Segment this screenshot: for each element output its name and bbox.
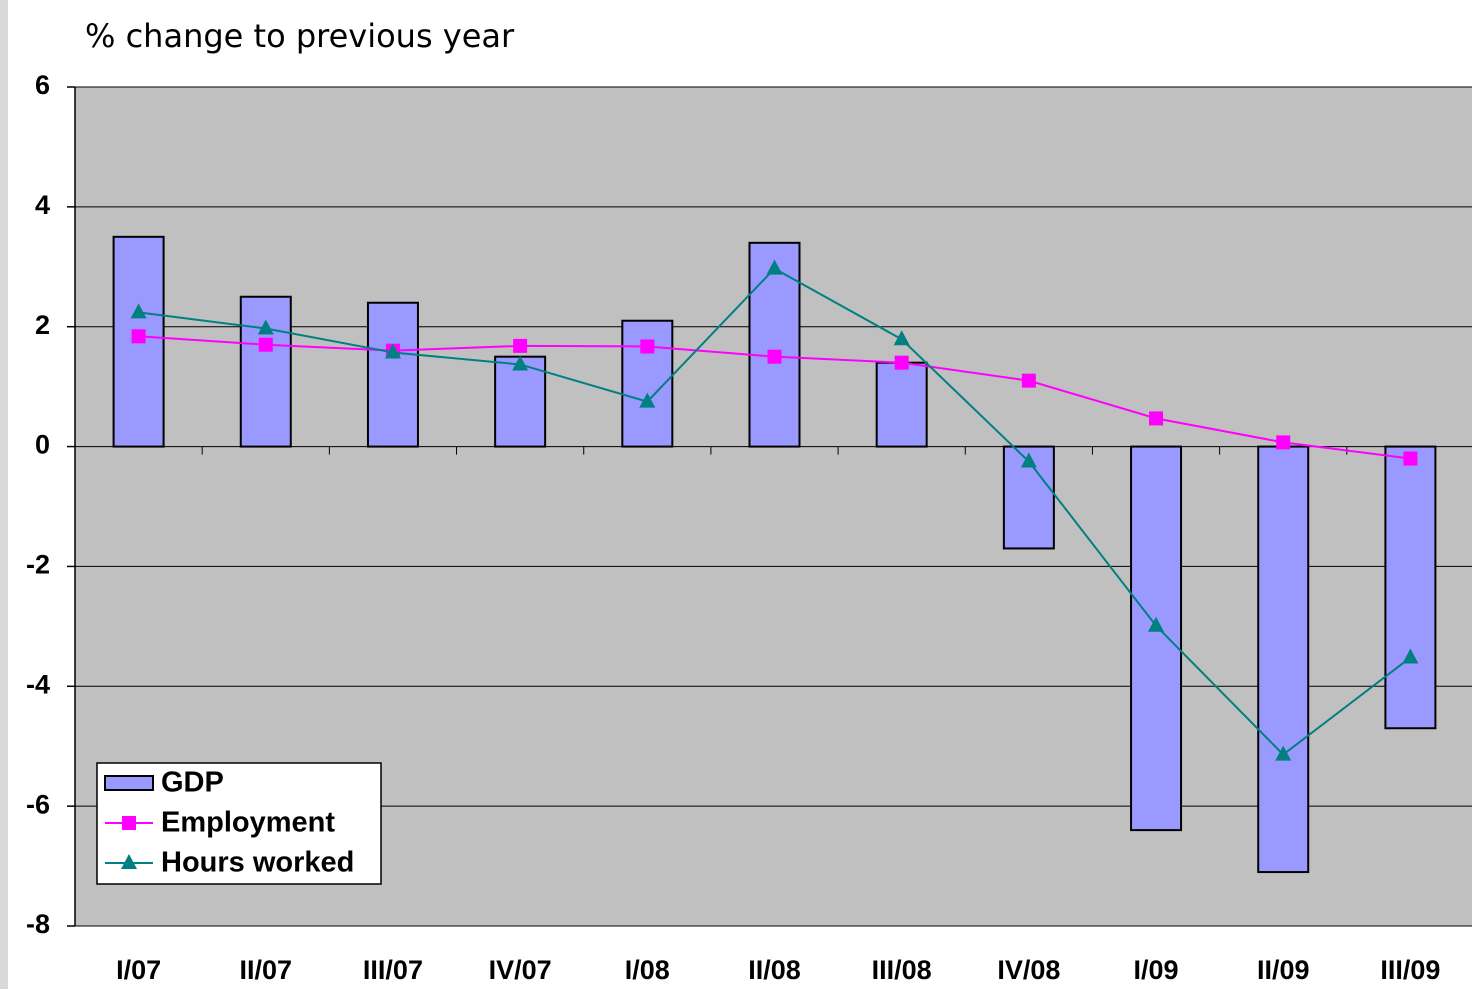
- point: [767, 349, 782, 364]
- point: [893, 330, 910, 346]
- bar: [1384, 445, 1437, 730]
- bar: [1130, 445, 1183, 832]
- point: [1148, 616, 1165, 632]
- point: [640, 339, 655, 354]
- point: [766, 259, 783, 275]
- point: [257, 319, 274, 335]
- point: [130, 303, 147, 319]
- point: [384, 343, 401, 359]
- point: [1021, 373, 1036, 388]
- x-tick-label: I/08: [625, 955, 670, 985]
- point: [512, 355, 529, 371]
- y-tick-label: 6: [35, 70, 50, 100]
- point: [513, 338, 528, 353]
- x-tick-label: I/07: [116, 955, 161, 985]
- x-tick-label: III/09: [1380, 955, 1440, 985]
- chart-title: % change to previous year: [85, 17, 515, 55]
- y-tick-label: 2: [35, 310, 50, 340]
- x-tick-label: III/07: [363, 955, 423, 985]
- legend-swatch: [104, 775, 154, 791]
- x-tick-label: I/09: [1134, 955, 1179, 985]
- point: [1403, 451, 1418, 466]
- point: [1275, 745, 1292, 761]
- point: [1149, 411, 1164, 426]
- point: [1020, 452, 1037, 468]
- y-tick-label: -2: [26, 550, 50, 580]
- point: [894, 355, 909, 370]
- y-tick-label: 4: [35, 190, 50, 220]
- y-tick-label: -4: [26, 669, 50, 699]
- x-tick-label: IV/07: [489, 955, 552, 985]
- point: [1402, 648, 1419, 664]
- x-tick-label: IV/08: [997, 955, 1060, 985]
- y-tick-label: -6: [26, 789, 50, 819]
- legend-label: Employment: [161, 807, 335, 839]
- legend-label: Hours worked: [161, 847, 354, 879]
- bar: [494, 355, 547, 448]
- legend-marker: [122, 816, 136, 830]
- x-tick-label: II/09: [1257, 955, 1310, 985]
- bar: [875, 361, 928, 448]
- frame-edge: [0, 0, 8, 989]
- bar: [366, 301, 419, 448]
- bar: [1257, 445, 1310, 874]
- legend-marker: [121, 854, 137, 869]
- point: [1276, 435, 1291, 450]
- bar: [239, 295, 292, 448]
- point: [258, 337, 273, 352]
- y-tick-label: 0: [35, 430, 50, 460]
- point: [639, 392, 656, 408]
- y-tick-label: -8: [26, 909, 50, 939]
- point: [131, 329, 146, 344]
- x-tick-label: III/08: [872, 955, 932, 985]
- x-tick-label: II/07: [239, 955, 292, 985]
- x-tick-label: II/08: [748, 955, 801, 985]
- legend-label: GDP: [161, 767, 224, 799]
